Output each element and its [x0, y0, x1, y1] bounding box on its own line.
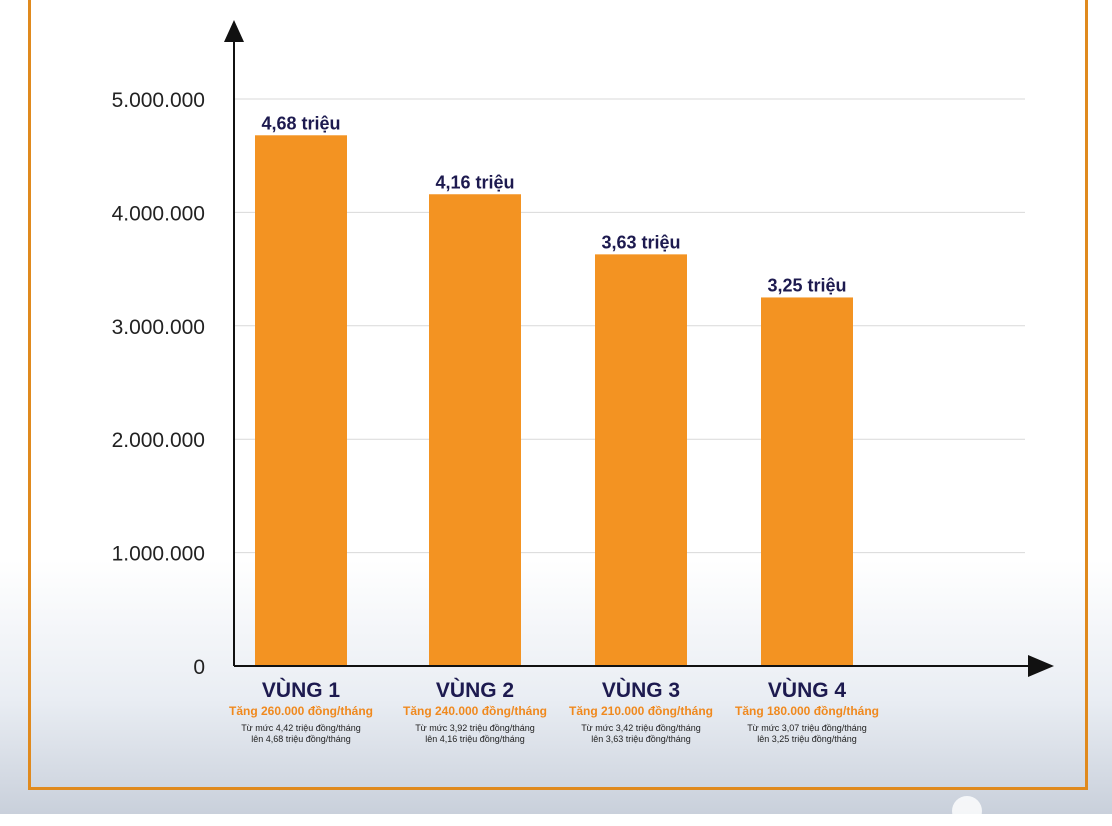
increase-label: Tăng 260.000 đồng/tháng: [229, 704, 373, 718]
x-axis-arrow: [1028, 655, 1054, 677]
bar-value-label: 4,16 triệu: [435, 172, 514, 192]
y-tick-label: 0: [193, 656, 205, 679]
detail-line-2: lên 3,25 triệu đồng/tháng: [757, 734, 857, 744]
increase-label: Tăng 210.000 đồng/tháng: [569, 704, 713, 718]
bar: [429, 194, 521, 667]
increase-label: Tăng 240.000 đồng/tháng: [403, 704, 547, 718]
bar-value-label: 3,63 triệu: [601, 232, 680, 252]
detail-line-1: Từ mức 3,92 triệu đồng/tháng: [415, 723, 535, 733]
y-axis-ticks: 0 1.000.000 2.000.000 3.000.000 4.000.000 5.0…: [112, 89, 205, 679]
increase-label: Tăng 180.000 đồng/tháng: [735, 704, 879, 718]
bar: [595, 254, 687, 666]
y-tick-label: 5.000.000: [112, 89, 205, 112]
detail-line-1: Từ mức 3,42 triệu đồng/tháng: [581, 723, 701, 733]
bar: [761, 297, 853, 666]
category-label: VÙNG 2: [436, 678, 514, 702]
category-label: VÙNG 1: [262, 678, 341, 702]
bar-value-label: 3,25 triệu: [767, 275, 846, 295]
bar: [255, 135, 347, 667]
chart-frame: [28, 0, 1088, 790]
category-label: VÙNG 3: [602, 678, 680, 702]
y-tick-label: 4.000.000: [112, 202, 205, 225]
y-tick-label: 2.000.000: [112, 429, 205, 452]
category-label: VÙNG 4: [768, 678, 847, 702]
bar-labels: 4,68 triệu VÙNG 1 Tăng 260.000 đồng/tháng T…: [229, 113, 879, 744]
detail-line-2: lên 4,68 triệu đồng/tháng: [251, 734, 351, 744]
decorative-dot: [952, 796, 982, 826]
bar-value-label: 4,68 triệu: [261, 113, 340, 133]
y-tick-label: 1.000.000: [112, 543, 205, 566]
y-axis-arrow: [224, 20, 244, 42]
y-tick-label: 3.000.000: [112, 316, 205, 339]
detail-line-2: lên 3,63 triệu đồng/tháng: [591, 734, 691, 744]
detail-line-1: Từ mức 3,07 triệu đồng/tháng: [747, 723, 867, 733]
detail-line-2: lên 4,16 triệu đồng/tháng: [425, 734, 525, 744]
axes: [224, 20, 1054, 677]
bars: [255, 135, 853, 667]
detail-line-1: Từ mức 4,42 triệu đồng/tháng: [241, 723, 361, 733]
